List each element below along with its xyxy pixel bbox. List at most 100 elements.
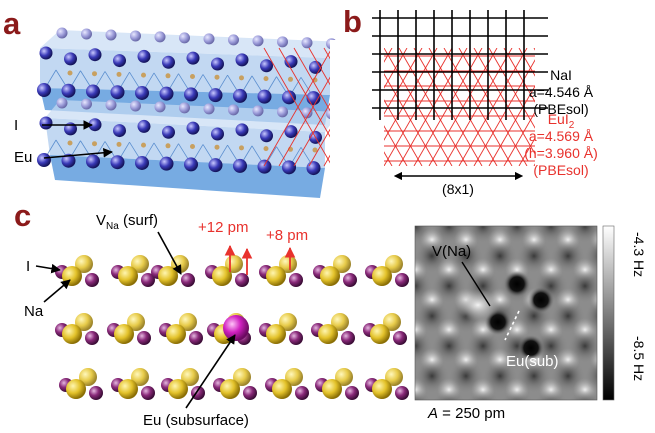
iodine-atom: [260, 129, 273, 143]
iodine-atom: [137, 331, 151, 345]
afm-dark-spot: [415, 389, 431, 400]
europium-atom: [190, 144, 195, 149]
iodine-atom: [88, 48, 102, 62]
supercell-label: (8x1): [442, 181, 474, 197]
afm-bright-spot: [590, 408, 614, 432]
sodium-atom: [266, 324, 286, 344]
vacancy-main: V: [96, 212, 106, 229]
sodium-atom: [372, 266, 392, 286]
arrow-iodine-c: [35, 263, 61, 274]
iodine-atom: [289, 273, 303, 287]
afm-defect-spot: [528, 287, 554, 313]
afm-dark-spot: [535, 389, 567, 400]
eui2-title-subscript: 2: [569, 120, 575, 131]
afm-dark-spot: [364, 209, 398, 243]
sodium-atom: [212, 266, 232, 286]
afm-vacancy-line: [461, 261, 491, 307]
sodium-atom: [114, 324, 134, 344]
amplitude-label: A = 250 pm: [427, 405, 505, 422]
iodine-atom: [179, 102, 190, 114]
iodine-atom: [130, 100, 141, 112]
iodine-atom: [284, 125, 298, 139]
sodium-atom: [131, 255, 149, 273]
afm-bright-spot: [573, 198, 597, 222]
sodium-atom: [372, 379, 392, 399]
sodium-atom: [318, 324, 338, 344]
sodium-atom: [385, 368, 403, 386]
sodium-atom: [75, 313, 93, 331]
panel-a-crystal: [37, 27, 345, 198]
upper-slab-roof: [40, 30, 345, 58]
afm-dark-spot: [347, 179, 381, 213]
afm-vacancy-spot: [456, 289, 500, 321]
iodine-atom: [345, 386, 359, 400]
iodine-atom: [235, 123, 249, 137]
afm-vacancy-label: V(Na): [432, 243, 471, 260]
iodine-atom: [39, 116, 53, 130]
shift-left-label: +12 pm: [198, 219, 248, 236]
iodine-atom: [86, 154, 100, 169]
afm-dark-spot: [467, 389, 499, 400]
iodine-atom: [228, 104, 239, 116]
afm-dark-spot: [551, 179, 585, 213]
iodine-atom: [208, 158, 223, 173]
iodine-atom: [141, 273, 155, 287]
iodine-atom: [86, 84, 100, 99]
iodine-atom: [81, 28, 92, 40]
iodine-atom: [64, 52, 77, 66]
afm-bright-spot: [641, 378, 655, 402]
iodine-atom: [233, 158, 247, 173]
panel-b-lattice: [263, 0, 635, 186]
sodium-atom: [179, 313, 197, 331]
arrow-sodium-c: [43, 279, 71, 303]
iodine-atom: [257, 159, 272, 174]
iodine-atom: [341, 331, 355, 345]
afm-dark-spot: [501, 389, 533, 400]
afm-bright-spot: [369, 198, 393, 222]
europium-atom: [165, 73, 171, 79]
iodine-atom: [105, 29, 117, 41]
afm-bright-spot: [437, 198, 461, 222]
iodine-atom: [260, 59, 273, 73]
iodine-atom: [110, 85, 125, 100]
afm-eu-line: [504, 310, 520, 341]
iodine-atom: [235, 273, 249, 287]
iodine-atom: [110, 155, 125, 170]
afm-dark-spot: [569, 389, 597, 400]
afm-bright-spot: [607, 198, 631, 222]
afm-dark-spot: [568, 269, 597, 303]
sodium-atom: [331, 313, 349, 331]
iodine-atom: [211, 57, 224, 71]
iodine-atom: [257, 89, 272, 104]
sodium-atom: [118, 379, 138, 399]
iodine-atom: [56, 27, 68, 39]
panel-c-surface-model: [55, 255, 409, 400]
sodium-atom: [333, 255, 351, 273]
sodium-atom: [181, 368, 199, 386]
sodium-atom: [272, 379, 292, 399]
sodium-atom: [79, 368, 97, 386]
afm-dark-spot: [585, 299, 597, 333]
iodine-atom: [81, 98, 92, 110]
europium-atom: [190, 74, 195, 79]
europium-atom: [92, 71, 97, 77]
iodine-atom: [235, 53, 249, 67]
iodine-atom: [203, 33, 215, 45]
iodine-atom: [181, 273, 195, 287]
iodine-atom: [203, 103, 215, 115]
sodium-atom: [279, 313, 297, 331]
eui2-method: (PBEsol): [533, 162, 588, 178]
europium-atom: [116, 71, 122, 77]
sodium-atom: [158, 266, 178, 286]
iodine-atom: [282, 90, 296, 105]
iodine-atom: [301, 37, 313, 49]
mask-left: [330, 40, 384, 180]
afm-dark-spot: [568, 329, 597, 363]
afm-bright-spot: [386, 348, 410, 372]
europium-atom: [239, 145, 244, 151]
vacancy-label: VNa (surf): [96, 212, 158, 232]
sodium-atom: [66, 379, 86, 399]
afm-bright-spot: [386, 288, 410, 312]
europium-atom: [288, 76, 293, 82]
